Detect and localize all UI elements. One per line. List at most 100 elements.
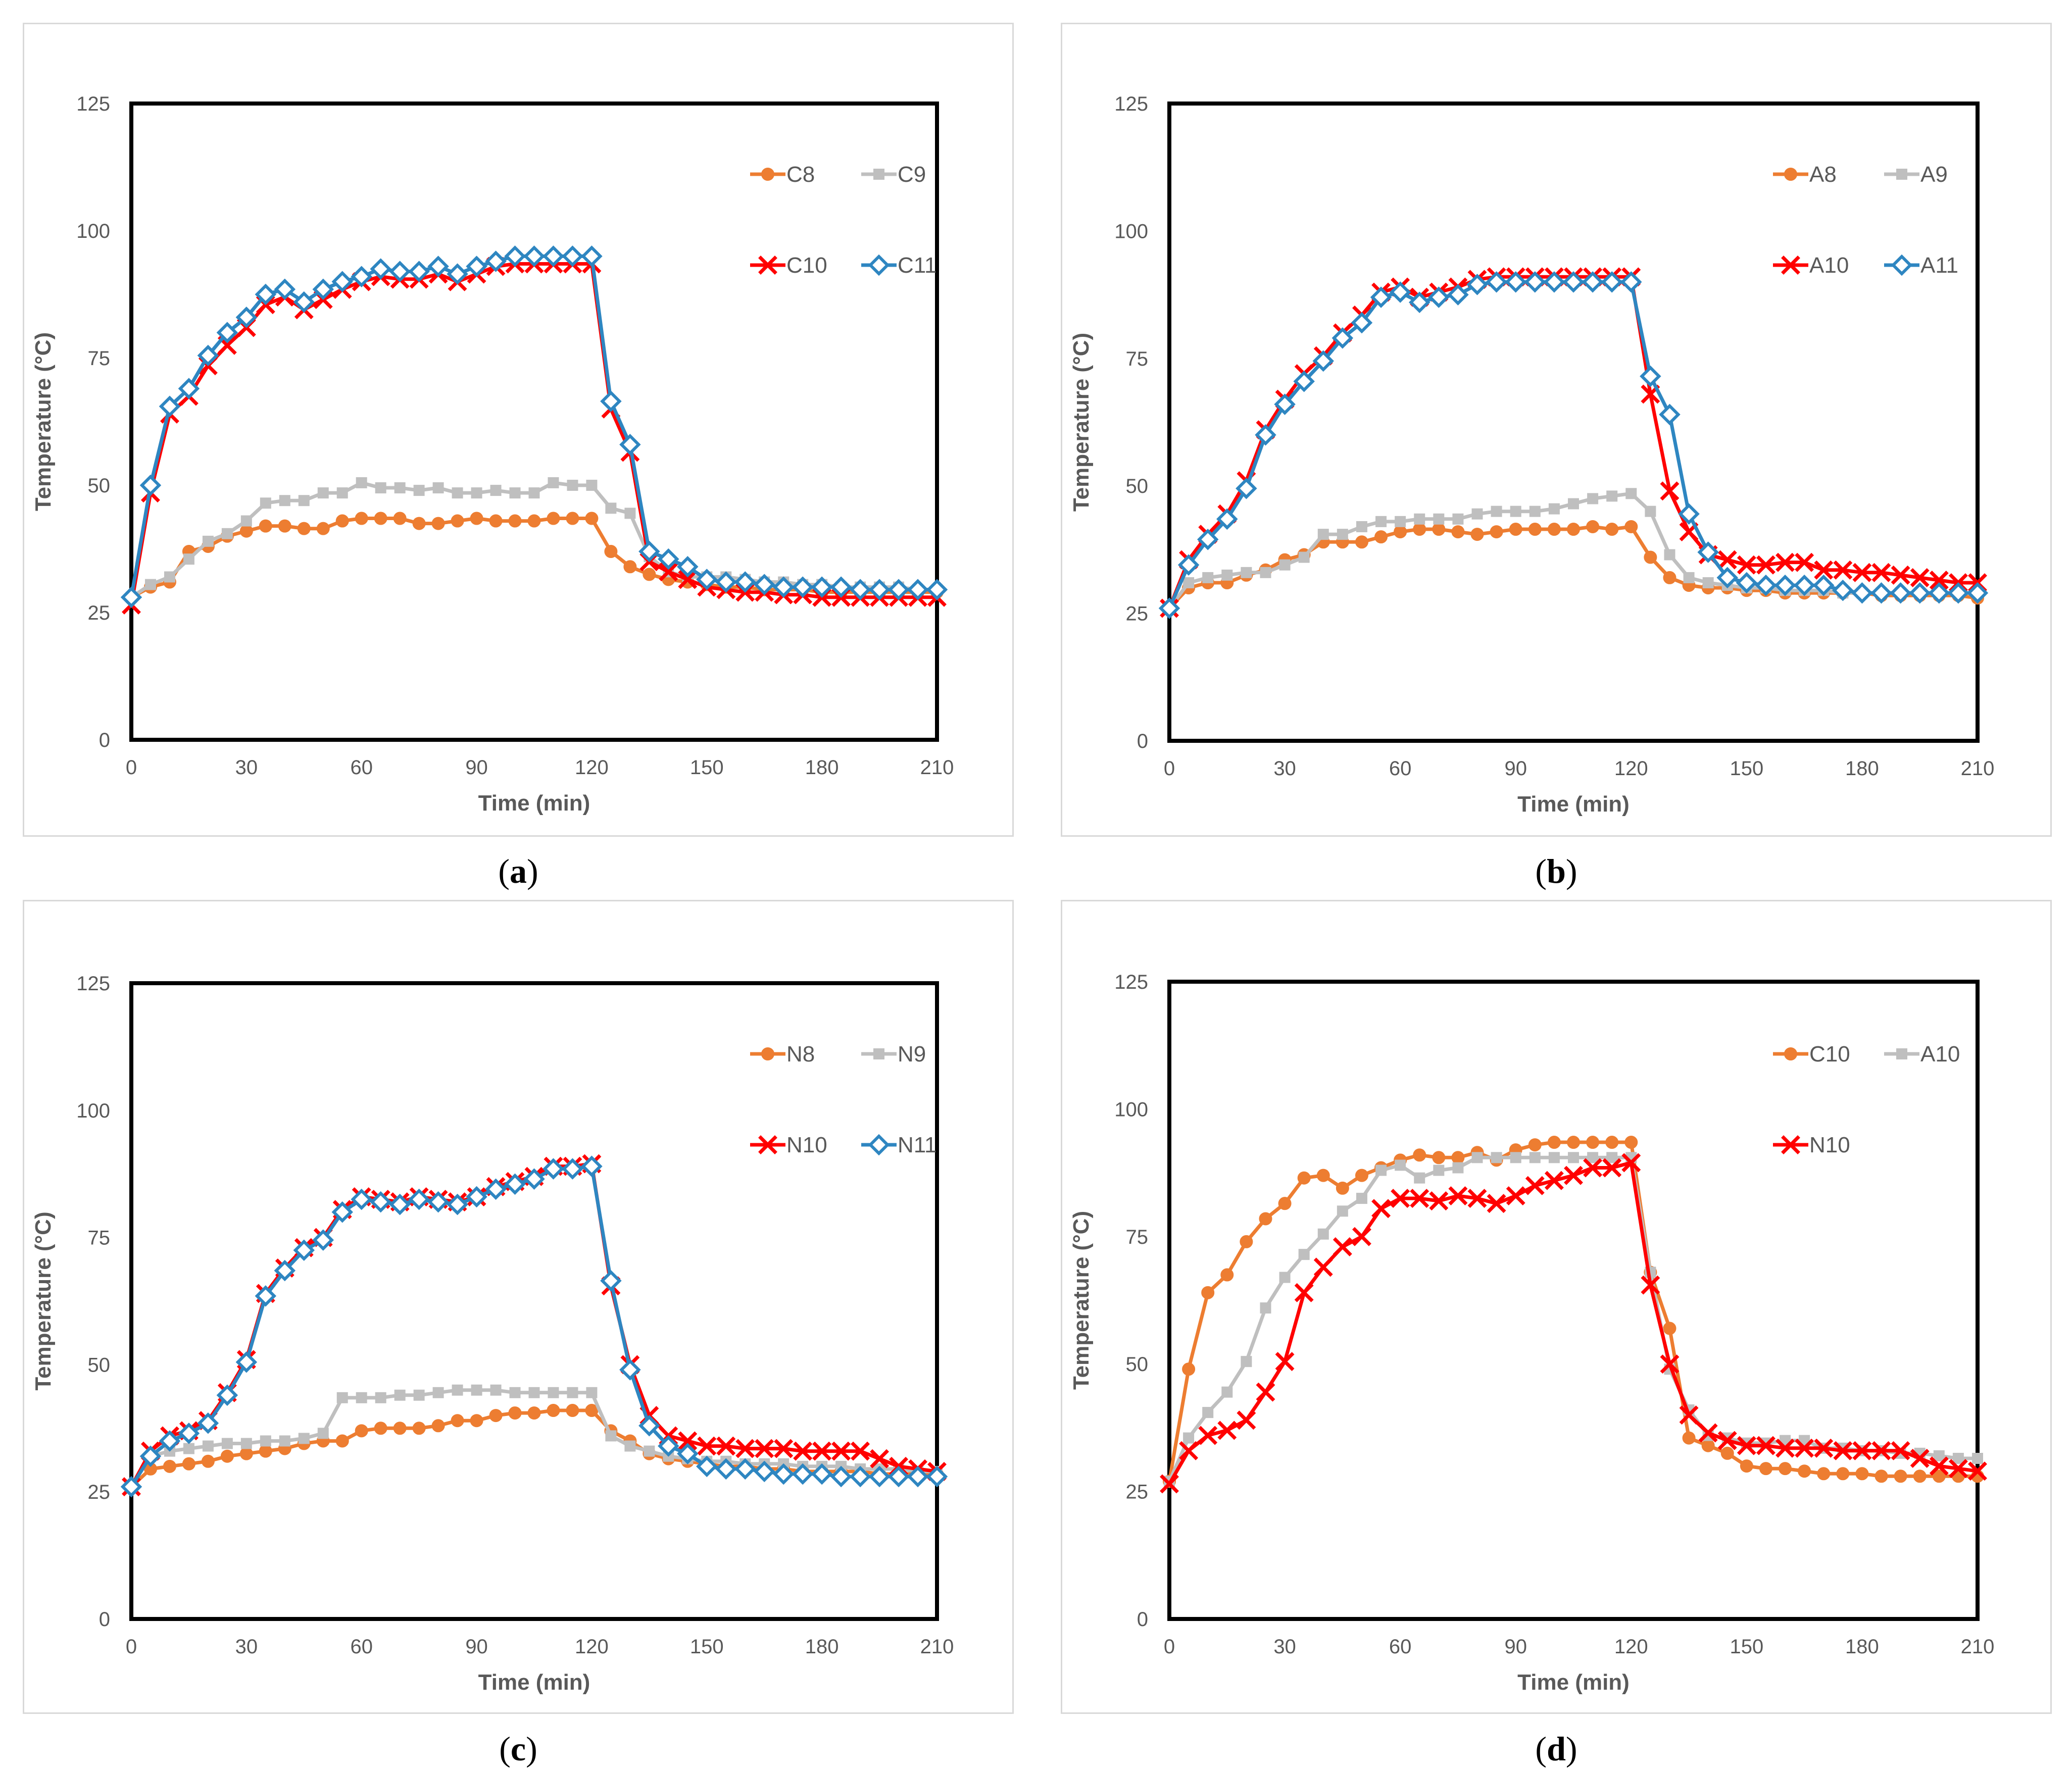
point-c10-28	[659, 562, 678, 582]
point-n10-32	[735, 1439, 755, 1458]
point-c10-13	[1413, 1148, 1426, 1162]
point-a11-33	[1793, 574, 1815, 596]
legend-label-a8: A8	[1809, 162, 1837, 187]
point-c10-6	[1278, 1197, 1292, 1210]
point-c8-15	[412, 517, 426, 530]
point-n9-3	[183, 1443, 194, 1454]
x-tick-a-1: 30	[235, 756, 258, 779]
plot-area-b	[1167, 102, 1980, 743]
point-c11-34	[772, 576, 795, 598]
point-n11-41	[907, 1465, 929, 1488]
plot-area-a	[129, 102, 939, 742]
point-c10-40	[1932, 1469, 1946, 1483]
y-tick-c-3: 75	[88, 1227, 111, 1249]
point-n11-36	[811, 1463, 833, 1485]
point-c9-25	[605, 502, 617, 514]
point-c11-29	[677, 556, 699, 578]
point-c9-3	[183, 553, 194, 565]
point-c10-4	[1240, 1235, 1253, 1248]
x-axis-title-d: Time (min)	[1517, 1670, 1630, 1695]
point-n9-20	[509, 1387, 521, 1398]
point-a8-23	[1605, 523, 1619, 536]
point-a11-11	[1370, 286, 1392, 308]
point-c8-9	[297, 522, 311, 535]
point-n11-6	[235, 1351, 258, 1373]
legend-marker-n9	[873, 1048, 884, 1059]
point-a11-17	[1486, 271, 1507, 293]
point-n11-35	[792, 1463, 814, 1485]
legend-marker-a10	[1781, 256, 1800, 275]
point-n10-23	[1602, 1158, 1622, 1178]
y-axis-title-a: Temperature (°C)	[31, 332, 56, 511]
point-a9-19	[1529, 505, 1541, 517]
point-n11-10	[312, 1229, 334, 1251]
legend-item-n10: N10	[1773, 1133, 1850, 1157]
point-a8-13	[1413, 523, 1426, 536]
point-a11-10	[1351, 312, 1373, 334]
point-n9-24	[586, 1387, 598, 1398]
point-c8-8	[278, 519, 291, 533]
point-c10-35	[1836, 1467, 1850, 1481]
point-a8-14	[1432, 523, 1446, 536]
point-a10-18	[1510, 1152, 1521, 1163]
legend-label-c9: C9	[898, 162, 926, 187]
point-a10-34	[1814, 560, 1834, 580]
legend-item-c10: C10	[750, 253, 827, 278]
x-tick-c-5: 150	[690, 1636, 724, 1658]
legend-marker-n8	[761, 1047, 774, 1060]
point-a9-28	[1702, 577, 1714, 589]
point-c8-16	[431, 517, 445, 530]
point-n8-15	[412, 1422, 426, 1435]
point-n10-8	[1313, 1257, 1333, 1277]
legend-label-a9: A9	[1920, 162, 1948, 187]
point-n8-18	[470, 1414, 483, 1428]
point-c9-24	[586, 480, 598, 491]
y-tick-a-5: 125	[76, 93, 110, 115]
point-c9-5	[221, 528, 233, 539]
point-c8-22	[547, 512, 560, 525]
legend-label-a11: A11	[1920, 253, 1958, 278]
x-tick-a-2: 60	[350, 756, 373, 779]
x-tick-a-3: 90	[465, 756, 488, 779]
point-n9-4	[202, 1440, 214, 1452]
point-a11-6	[1274, 393, 1296, 415]
point-n10-31	[716, 1436, 736, 1456]
point-c10-1	[1182, 1362, 1196, 1376]
legend-item-n11: N11	[861, 1133, 936, 1157]
point-n10-3	[1217, 1421, 1237, 1440]
y-tick-d-5: 125	[1114, 971, 1148, 993]
point-a11-36	[1851, 582, 1873, 604]
point-n10-29	[678, 1431, 698, 1451]
legend-marker-c10	[1784, 1047, 1797, 1060]
point-c8-24	[585, 512, 599, 525]
point-c9-19	[490, 485, 502, 496]
point-a9-4	[1241, 567, 1252, 578]
point-n9-21	[528, 1387, 540, 1398]
point-c10-2	[1201, 1286, 1215, 1299]
point-c9-26	[624, 508, 636, 519]
point-n8-2	[163, 1459, 176, 1473]
point-a10-20	[1548, 1152, 1560, 1163]
point-n9-13	[375, 1392, 386, 1403]
point-a11-35	[1832, 579, 1854, 601]
point-n10-2	[1198, 1426, 1218, 1445]
x-tick-b-7: 210	[1961, 757, 1995, 780]
point-c11-0	[120, 586, 142, 609]
legend-label-n9: N9	[898, 1042, 926, 1067]
point-a10-1	[1183, 1432, 1195, 1444]
point-c11-15	[408, 261, 430, 282]
point-a8-17	[1490, 525, 1503, 539]
point-n10-17	[1487, 1194, 1506, 1213]
point-n10-38	[851, 1441, 870, 1461]
y-tick-b-0: 0	[1137, 730, 1148, 752]
point-c8-23	[566, 512, 579, 525]
point-a8-24	[1624, 520, 1638, 533]
point-n8-22	[547, 1404, 560, 1417]
point-n9-26	[624, 1440, 636, 1452]
point-a9-14	[1433, 513, 1445, 525]
point-a10-31	[1756, 555, 1775, 575]
point-a11-12	[1389, 281, 1411, 303]
legend-label-a10: A10	[1809, 253, 1849, 278]
legend-label-c10: C10	[1809, 1042, 1850, 1067]
point-a10-26	[1660, 481, 1680, 501]
